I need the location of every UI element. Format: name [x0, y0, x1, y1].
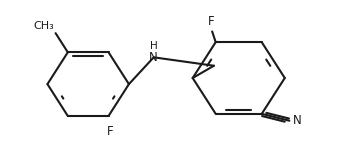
Text: H: H [150, 41, 157, 51]
Text: F: F [107, 125, 114, 138]
Text: CH₃: CH₃ [33, 21, 54, 31]
Text: N: N [149, 51, 158, 64]
Text: F: F [208, 15, 215, 28]
Text: N: N [293, 114, 302, 127]
